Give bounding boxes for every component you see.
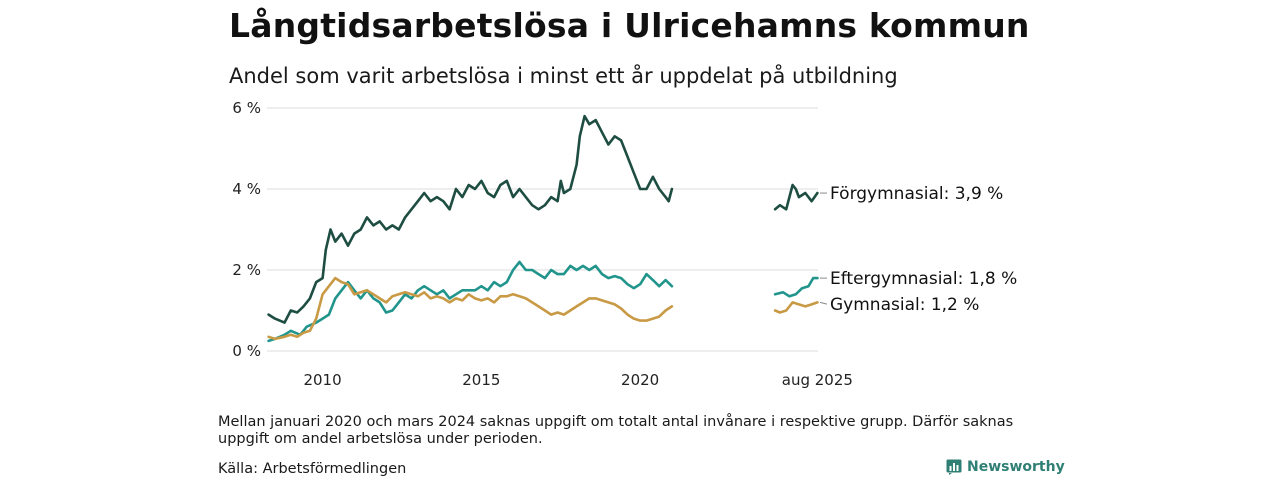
chart-title: Långtidsarbetslösa i Ulricehamns kommun	[229, 6, 1030, 45]
brand-name: Newsworthy	[967, 459, 1065, 475]
end-labels: Förgymnasial: 3,9 % Eftergymnasial: 1,8 %…	[819, 184, 1017, 315]
chart-subtitle: Andel som varit arbetslösa i minst ett å…	[229, 64, 898, 88]
newsworthy-chart-icon	[946, 459, 962, 475]
y-tick-label: 4 %	[232, 180, 261, 198]
footnote: Mellan januari 2020 och mars 2024 saknas…	[218, 414, 1014, 447]
x-tick-label: 2020	[621, 371, 659, 389]
x-tick-label: 2010	[303, 371, 341, 389]
newsworthy-logo: Newsworthy	[946, 459, 1065, 475]
series-end-label: Gymnasial: 1,2 %	[830, 295, 979, 315]
series-line-förgymnasial-2	[773, 183, 819, 211]
series-line-eftergymnasial-1	[267, 260, 674, 343]
x-tick-label: aug 2025	[782, 371, 853, 389]
series-line-eftergymnasial-2	[773, 276, 819, 298]
gridlines	[267, 107, 818, 352]
series-lines	[267, 114, 819, 343]
y-tick-label: 6 %	[232, 99, 261, 117]
series-end-label: Eftergymnasial: 1,8 %	[830, 269, 1017, 289]
series-line-förgymnasial-1	[267, 114, 674, 324]
x-tick-label: 2015	[462, 371, 500, 389]
y-axis: 0 % 2 % 4 % 6 %	[232, 99, 261, 360]
series-end-label: Förgymnasial: 3,9 %	[830, 184, 1003, 204]
series-line-gymnasial-1	[267, 276, 674, 341]
source-note: Källa: Arbetsförmedlingen	[218, 461, 407, 477]
y-tick-label: 0 %	[232, 342, 261, 360]
x-axis: 2010 2015 2020 aug 2025	[303, 371, 852, 389]
series-line-gymnasial-2	[773, 301, 819, 314]
label-leader	[819, 301, 828, 305]
y-tick-label: 2 %	[232, 261, 261, 279]
